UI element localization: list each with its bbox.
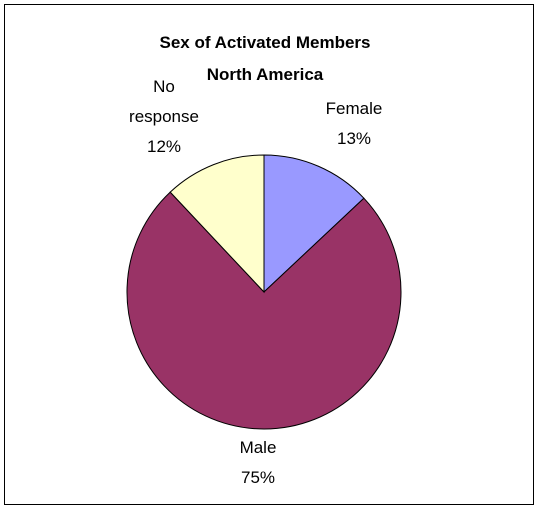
pie-slice-no-response bbox=[169, 154, 265, 294]
chart-title-line-1: Sex of Activated Members bbox=[160, 33, 371, 52]
pie-slice-female bbox=[263, 154, 365, 294]
slice-label-no-response: No bbox=[153, 77, 175, 96]
slice-percent-no-response: 12% bbox=[147, 137, 181, 156]
slice-label-male: Male bbox=[240, 438, 277, 457]
pie-slice-male bbox=[126, 191, 402, 430]
pie-slices bbox=[126, 154, 402, 430]
slice-label-no-response: response bbox=[129, 107, 199, 126]
chart-title-line-2: North America bbox=[207, 65, 324, 84]
slice-percent-male: 75% bbox=[241, 468, 275, 487]
slice-percent-female: 13% bbox=[337, 129, 371, 148]
pie-labels: Female 13% Male 75% No response 12% bbox=[129, 77, 382, 487]
slice-label-female: Female bbox=[326, 99, 383, 118]
